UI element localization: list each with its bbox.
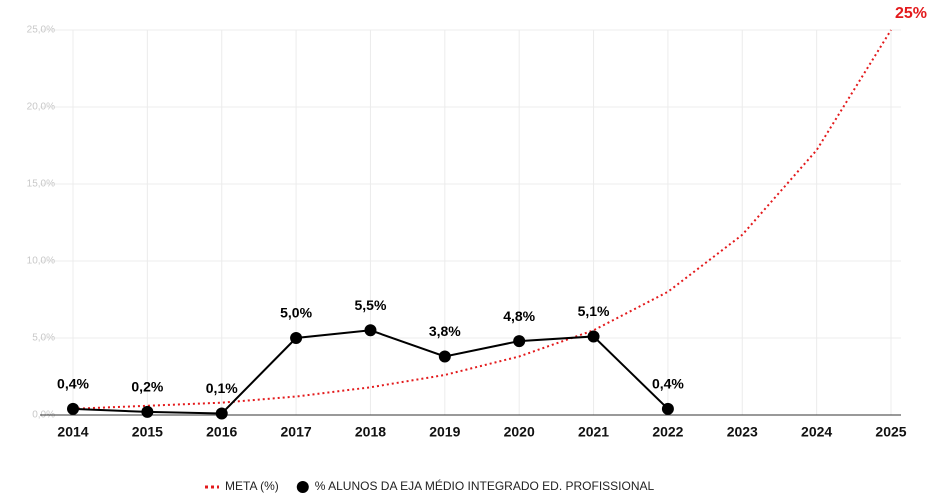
data-point bbox=[513, 335, 526, 348]
y-tick-label: 5,0% bbox=[32, 333, 55, 344]
x-tick-label: 2019 bbox=[429, 424, 460, 440]
x-tick-label: 2022 bbox=[652, 424, 683, 440]
data-label: 5,1% bbox=[578, 303, 610, 319]
data-label: 5,0% bbox=[280, 305, 312, 321]
x-tick-label: 2017 bbox=[281, 424, 312, 440]
x-tick-label: 2021 bbox=[578, 424, 609, 440]
data-label: 25% bbox=[895, 5, 927, 22]
data-point bbox=[215, 407, 228, 420]
series-line bbox=[72, 29, 892, 410]
x-tick-label: 2015 bbox=[132, 424, 163, 440]
data-point bbox=[587, 330, 600, 343]
data-point bbox=[67, 402, 79, 415]
data-label: 0,4% bbox=[652, 376, 684, 392]
data-label: 3,8% bbox=[429, 323, 461, 339]
y-tick-label: 20,0% bbox=[27, 102, 55, 113]
data-point bbox=[141, 405, 154, 418]
data-label: 0,2% bbox=[131, 379, 163, 395]
legend-label: META (%) bbox=[225, 479, 279, 493]
data-point bbox=[438, 350, 451, 363]
data-label: 0,4% bbox=[57, 376, 89, 392]
x-tick-label: 2014 bbox=[57, 424, 88, 440]
data-label: 5,5% bbox=[354, 297, 386, 313]
x-tick-label: 2025 bbox=[875, 424, 906, 440]
x-tick-label: 2023 bbox=[727, 424, 758, 440]
x-tick-label: 2016 bbox=[206, 424, 237, 440]
data-point bbox=[364, 324, 377, 337]
x-tick-label: 2018 bbox=[355, 424, 386, 440]
y-tick-label: 25,0% bbox=[27, 25, 55, 36]
data-point bbox=[290, 332, 303, 344]
y-tick-label: 10,0% bbox=[27, 256, 55, 267]
legend-marker bbox=[296, 481, 309, 493]
y-tick-label: 15,0% bbox=[27, 179, 55, 190]
x-tick-label: 2024 bbox=[801, 424, 832, 440]
data-label: 4,8% bbox=[503, 308, 535, 324]
data-point bbox=[661, 402, 674, 415]
x-tick-label: 2020 bbox=[504, 424, 535, 440]
data-label: 0,1% bbox=[206, 380, 238, 396]
legend-label: % ALUNOS DA EJA MÉDIO INTEGRADO ED. PROF… bbox=[315, 478, 655, 493]
